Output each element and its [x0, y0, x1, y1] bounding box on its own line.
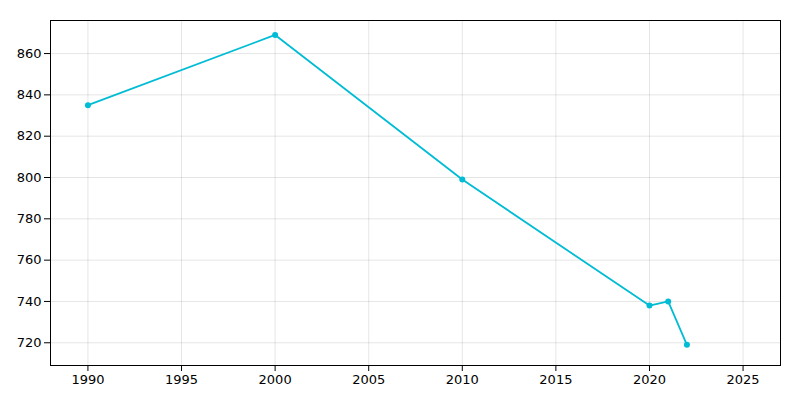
svg-text:2010: 2010	[446, 372, 479, 387]
svg-text:760: 760	[17, 252, 42, 267]
svg-text:2025: 2025	[727, 372, 760, 387]
svg-text:740: 740	[17, 294, 42, 309]
svg-text:2000: 2000	[259, 372, 292, 387]
svg-text:840: 840	[17, 87, 42, 102]
svg-text:860: 860	[17, 46, 42, 61]
svg-text:800: 800	[17, 170, 42, 185]
svg-text:780: 780	[17, 211, 42, 226]
svg-text:2005: 2005	[352, 372, 385, 387]
svg-text:820: 820	[17, 128, 42, 143]
svg-text:2015: 2015	[539, 372, 572, 387]
svg-text:2020: 2020	[633, 372, 666, 387]
svg-text:1995: 1995	[165, 372, 198, 387]
svg-text:1990: 1990	[71, 372, 104, 387]
svg-text:720: 720	[17, 335, 42, 350]
